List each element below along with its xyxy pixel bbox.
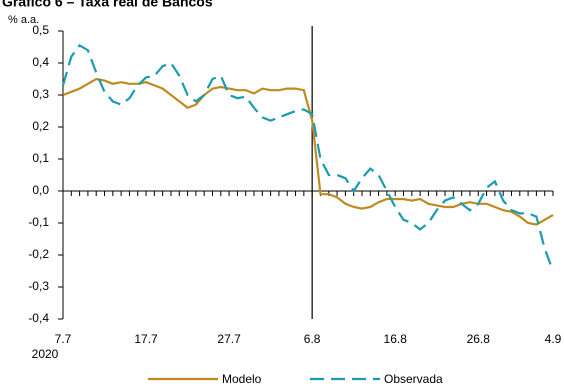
x-tick-label: 26.8 bbox=[467, 332, 491, 346]
y-tick-label: 0,5 bbox=[32, 23, 49, 37]
x-tick-label: 27.7 bbox=[217, 332, 241, 346]
y-tick-label: 0,0 bbox=[32, 183, 49, 197]
x-tick-label: 17.7 bbox=[134, 332, 158, 346]
y-tick-label: 0,1 bbox=[32, 151, 49, 165]
y-tick-label: 0,2 bbox=[32, 119, 49, 133]
y-tick-label: -0,1 bbox=[28, 215, 49, 229]
x-tick-label: 7.7 bbox=[55, 332, 72, 346]
series-line bbox=[62, 77, 554, 226]
y-unit-label: % a.a. bbox=[8, 14, 39, 26]
legend-label: Modelo bbox=[222, 372, 262, 386]
y-tick-label: -0,4 bbox=[28, 311, 49, 325]
x-tick-label: 6.8 bbox=[304, 332, 321, 346]
y-tick-label: 0,4 bbox=[32, 55, 49, 69]
y-tick-label: 0,3 bbox=[32, 87, 49, 101]
chart-title: Gráfico 6 – Taxa real de Bancos bbox=[2, 0, 213, 10]
series-line bbox=[61, 43, 555, 272]
x-year-label: 2020 bbox=[32, 347, 59, 361]
y-tick-label: -0,3 bbox=[28, 279, 49, 293]
x-tick-label: 4.9 bbox=[545, 332, 562, 346]
y-tick-label: -0,2 bbox=[28, 247, 49, 261]
x-tick-label: 16.8 bbox=[384, 332, 408, 346]
legend-label: Observada bbox=[384, 372, 443, 386]
